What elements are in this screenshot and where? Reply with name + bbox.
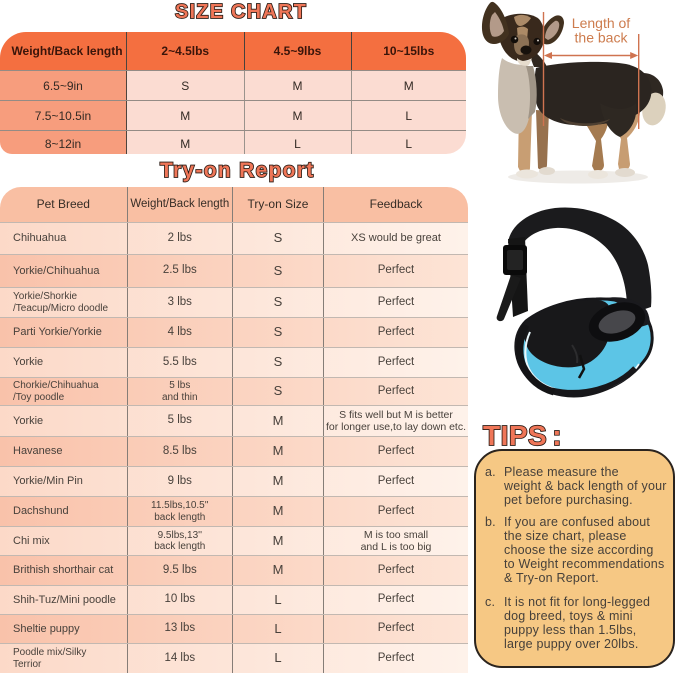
svg-text:the back: the back [575,30,629,46]
svg-text:Length of: Length of [572,15,630,31]
